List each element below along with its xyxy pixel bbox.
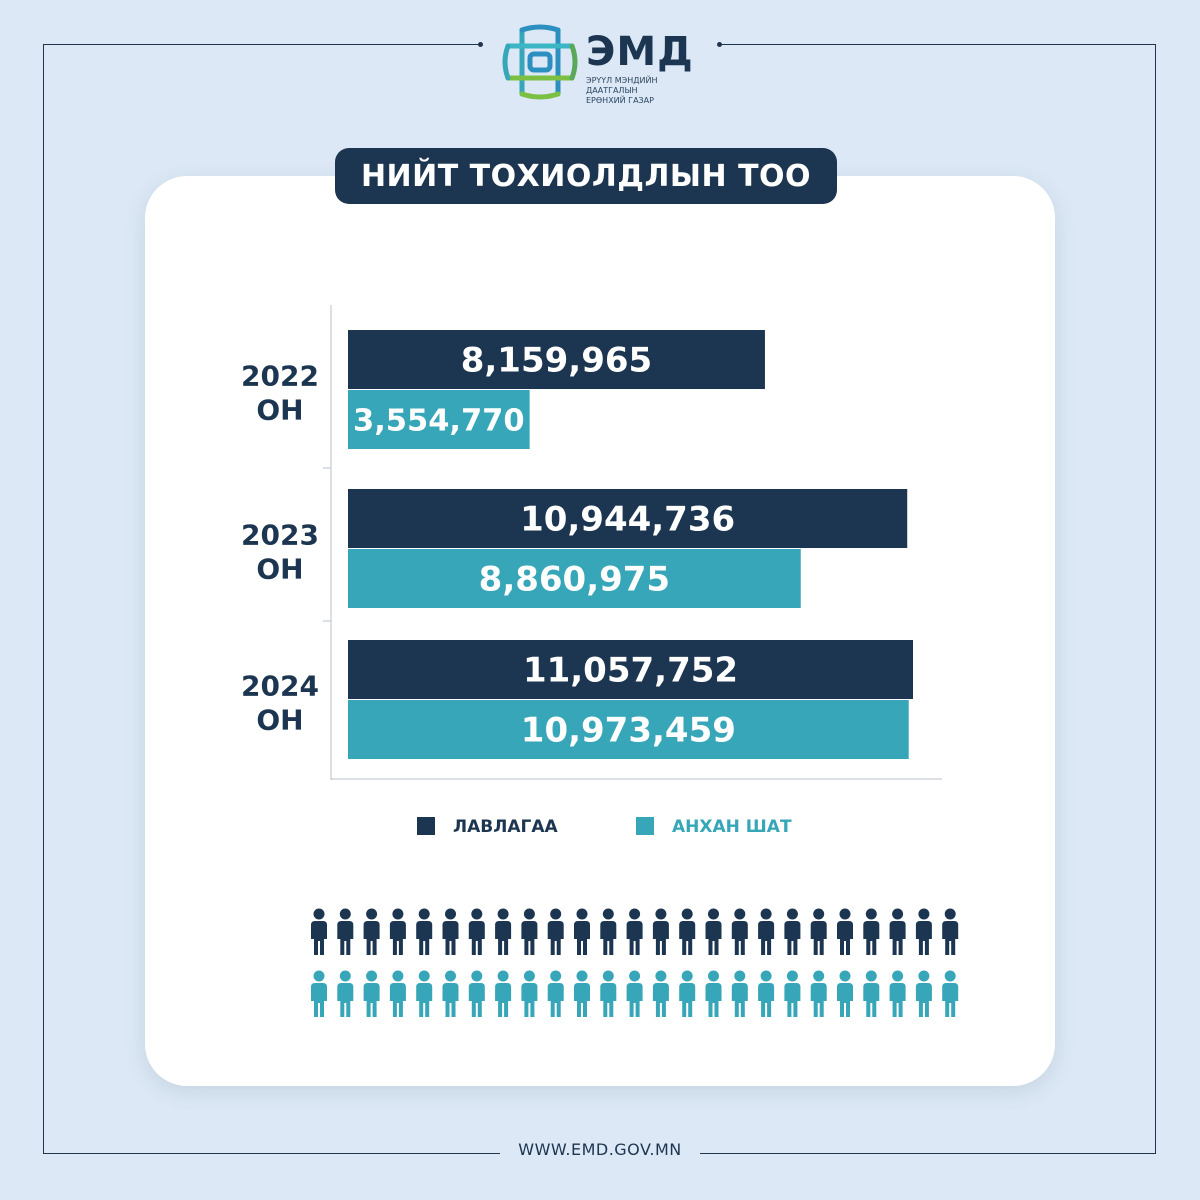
brand-name: ЭМД <box>586 29 694 75</box>
person-icon <box>468 908 485 955</box>
person-icon <box>679 970 696 1017</box>
legend-label: ЛАВЛАГАА <box>453 817 558 837</box>
bar <box>348 549 801 608</box>
person-icon <box>547 908 564 955</box>
bar <box>348 489 908 548</box>
brand-subtitle: ЭРҮҮЛ МЭНДИЙН ДААТГАЛЫН ЕРӨНХИЙ ГАЗАР <box>586 76 706 106</box>
frame-top-left <box>43 44 483 45</box>
person-icon <box>337 970 354 1017</box>
brand-subtitle-line: ЕРӨНХИЙ ГАЗАР <box>586 96 654 105</box>
frame-dot <box>478 42 483 47</box>
person-icon <box>942 970 959 1017</box>
brand-logo: ЭМД ЭРҮҮЛ МЭНДИЙН ДААТГАЛЫН ЕРӨНХИЙ ГАЗА… <box>500 22 700 105</box>
person-icon <box>626 908 643 955</box>
brand-subtitle-line: ЭРҮҮЛ МЭНДИЙН ДААТГАЛЫН <box>586 76 658 95</box>
person-icon <box>837 908 853 955</box>
bar <box>348 700 909 759</box>
data-label: 10,973,459 <box>521 711 736 751</box>
bar <box>348 640 913 699</box>
legend-label: АНХАН ШАТ <box>672 817 792 837</box>
data-label: 8,860,975 <box>479 560 670 600</box>
person-icon <box>705 908 722 955</box>
person-icon <box>311 908 327 955</box>
person-icon <box>442 970 459 1017</box>
legend-swatch <box>636 817 654 835</box>
frame-top-right <box>718 44 1156 45</box>
person-icon <box>652 908 669 955</box>
person-icon <box>363 908 380 955</box>
person-icon <box>574 970 590 1017</box>
person-icon <box>442 908 459 955</box>
frame-left <box>43 44 44 1154</box>
person-icon <box>311 970 327 1017</box>
person-icon <box>495 970 512 1017</box>
frame-bottom-left <box>43 1153 500 1154</box>
person-icon <box>784 970 801 1017</box>
person-icon <box>863 970 880 1017</box>
category-label: 2023 <box>241 519 319 552</box>
person-icon <box>547 970 564 1017</box>
person-icon <box>705 970 722 1017</box>
page-title: НИЙТ ТОХИОЛДЛЫН ТОО <box>335 148 837 204</box>
person-icon <box>863 908 880 955</box>
data-label: 8,159,965 <box>461 341 652 381</box>
data-label: 3,554,770 <box>353 403 525 438</box>
person-icon <box>416 908 433 955</box>
person-icon <box>731 908 748 955</box>
frame-bottom-right <box>700 1153 1156 1154</box>
person-icon <box>758 908 775 955</box>
person-icon <box>784 908 801 955</box>
person-icon <box>889 970 906 1017</box>
person-icon <box>389 970 406 1017</box>
data-label: 11,057,752 <box>523 651 738 691</box>
person-icon <box>495 908 512 955</box>
person-icon <box>837 970 853 1017</box>
person-icon <box>652 970 669 1017</box>
person-icon <box>731 970 748 1017</box>
frame-dot <box>717 42 722 47</box>
person-icon <box>416 970 433 1017</box>
person-icon <box>942 908 959 955</box>
frame-right <box>1155 44 1156 1154</box>
person-icon <box>758 970 775 1017</box>
person-icon <box>337 908 354 955</box>
category-label: ОН <box>256 553 303 586</box>
category-label: ОН <box>256 394 303 427</box>
person-icon <box>915 908 932 955</box>
person-icon <box>468 970 485 1017</box>
person-icon <box>810 908 827 955</box>
footer-url[interactable]: WWW.EMD.GOV.MN <box>518 1140 682 1159</box>
emd-logo-icon <box>502 24 578 100</box>
category-label: ОН <box>256 704 303 737</box>
person-icon <box>600 908 617 955</box>
person-icon <box>521 908 538 955</box>
person-icon <box>679 908 696 955</box>
category-label: 2022 <box>241 360 319 393</box>
bar <box>348 330 765 389</box>
legend-swatch <box>417 817 435 835</box>
person-icon <box>626 970 643 1017</box>
person-icon <box>521 970 538 1017</box>
person-icon <box>389 908 406 955</box>
person-icon <box>889 908 906 955</box>
data-label: 10,944,736 <box>520 500 735 540</box>
person-icon <box>810 970 827 1017</box>
category-label: 2024 <box>241 670 319 703</box>
person-icon <box>915 970 932 1017</box>
person-icon <box>574 908 590 955</box>
person-icon <box>363 970 380 1017</box>
person-icon <box>600 970 617 1017</box>
bar <box>348 390 530 449</box>
